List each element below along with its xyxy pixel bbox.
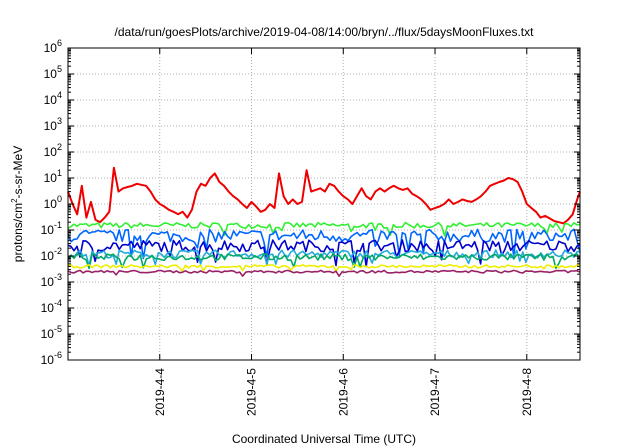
y-tick-label: 104 <box>44 90 62 107</box>
y-tick-label: 106 <box>44 38 62 55</box>
y-axis-label-rest: -s-sr-MeV <box>11 146 25 199</box>
y-tick-label: 10-2 <box>41 246 62 263</box>
y-tick-exp: 0 <box>57 194 62 204</box>
y-tick-exp: -1 <box>54 220 62 230</box>
y-tick-base: 10 <box>41 275 55 289</box>
y-tick-exp: 6 <box>57 38 62 48</box>
series-line-4 <box>67 239 581 268</box>
grid <box>68 48 580 360</box>
x-tick-label: 2019-4-6 <box>336 368 350 416</box>
series-group <box>67 166 581 277</box>
y-tick-base: 10 <box>44 197 58 211</box>
y-tick-exp: 1 <box>57 168 62 178</box>
series-line-5 <box>67 249 581 267</box>
y-tick-base: 10 <box>41 223 55 237</box>
series-line-6 <box>67 253 581 270</box>
series-line-7 <box>67 264 581 273</box>
y-tick-label: 101 <box>44 168 62 185</box>
x-axis: 2019-4-4 2019-4-5 2019-4-6 2019-4-7 2019-4-8 <box>153 48 534 416</box>
y-tick-base: 10 <box>41 327 55 341</box>
y-tick-exp: -3 <box>54 272 62 282</box>
y-tick-base: 10 <box>44 171 58 185</box>
y-tick-base: 10 <box>44 145 58 159</box>
y-tick-base: 10 <box>44 119 58 133</box>
x-tick-label: 2019-4-8 <box>520 368 534 416</box>
series-line-8 <box>67 269 581 277</box>
y-tick-exp: 5 <box>57 64 62 74</box>
y-tick-exp: -2 <box>54 246 62 256</box>
y-tick-base: 10 <box>41 249 55 263</box>
x-tick-label: 2019-4-4 <box>153 368 167 416</box>
y-tick-label: 100 <box>44 194 62 211</box>
x-tick-label: 2019-4-7 <box>428 368 442 416</box>
y-tick-label: 10-5 <box>41 324 62 341</box>
y-tick-exp: 4 <box>57 90 62 100</box>
y-tick-base: 10 <box>41 353 55 367</box>
y-tick-base: 10 <box>44 41 58 55</box>
x-axis-label: Coordinated Universal Time (UTC) <box>232 432 416 446</box>
y-tick-exp: 3 <box>57 116 62 126</box>
y-tick-label: 10-6 <box>41 350 62 367</box>
y-axis-label-sup: 2 <box>10 198 19 203</box>
y-tick-label: 10-1 <box>41 220 62 237</box>
y-tick-exp: -5 <box>54 324 62 334</box>
y-axis-label-main: protons/cm <box>11 203 25 262</box>
series-line-3 <box>67 228 581 260</box>
y-tick-label: 105 <box>44 64 62 81</box>
y-tick-label: 10-3 <box>41 272 62 289</box>
y-tick-label: 10-4 <box>41 298 62 315</box>
y-tick-base: 10 <box>44 67 58 81</box>
y-tick-base: 10 <box>41 301 55 315</box>
y-tick-exp: -4 <box>54 298 62 308</box>
y-tick-label: 102 <box>44 142 62 159</box>
series-line-2 <box>67 221 581 237</box>
series-line-1 <box>67 166 581 225</box>
y-axis-label: protons/cm2-s-sr-MeV <box>10 146 25 262</box>
y-tick-exp: -6 <box>54 350 62 360</box>
y-tick-base: 10 <box>44 93 58 107</box>
x-tick-label: 2019-4-5 <box>245 368 259 416</box>
y-tick-label: 103 <box>44 116 62 133</box>
y-tick-exp: 2 <box>57 142 62 152</box>
y-axis: 10-610-510-410-310-210-11001011021031041… <box>41 38 580 367</box>
chart-title: /data/run/goesPlots/archive/2019-04-08/1… <box>115 25 535 39</box>
